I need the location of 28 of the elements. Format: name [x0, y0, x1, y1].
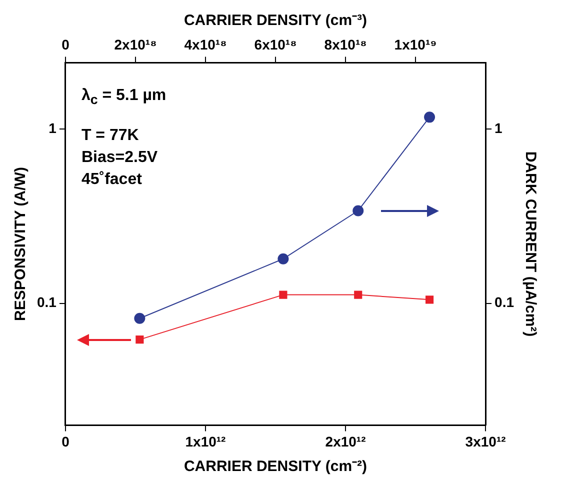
x2-axis-title: CARRIER DENSITY (cm⁻³): [184, 12, 368, 30]
x-tick-label: 2x10¹²: [325, 433, 366, 450]
point: [134, 312, 146, 324]
x2-tick-label: 4x10¹⁸: [184, 36, 227, 52]
x-axis-title: CARRIER DENSITY (cm⁻²): [184, 458, 368, 476]
x-tick-label: 0: [62, 433, 70, 450]
annotation: T = 77K: [81, 126, 140, 146]
annotation: λ$_{c}$ = 5.1 µm: [81, 86, 166, 109]
point: [354, 290, 362, 299]
annotation: Bias=2.5V: [81, 148, 159, 168]
point: [278, 253, 289, 264]
text: 1: [494, 120, 502, 136]
point: [424, 112, 436, 123]
annotation: 45˚facet: [81, 170, 143, 190]
x-tick-label: 3x10¹²: [465, 433, 506, 450]
x2-tick-label: 6x10¹⁸: [254, 36, 297, 52]
point: [279, 290, 288, 299]
text: 0.1: [494, 294, 514, 310]
point: [136, 336, 144, 344]
x-tick-label: 1x10¹²: [185, 433, 226, 450]
y-axis-title: RESPONSIVITY (A/W): [12, 167, 30, 321]
point: [425, 296, 434, 304]
x2-tick-label: 8x10¹⁸: [324, 36, 367, 52]
point: [352, 205, 364, 216]
x2-tick-label: 2x10¹⁸: [114, 36, 157, 52]
x2-tick-label: 1x10¹⁹: [394, 36, 437, 52]
y2-axis-title: DARK CURRENT (µA/cm²): [522, 151, 539, 337]
x2-tick-label: 0: [62, 36, 70, 52]
